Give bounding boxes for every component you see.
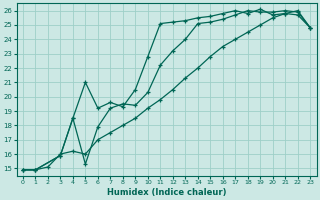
X-axis label: Humidex (Indice chaleur): Humidex (Indice chaleur) — [107, 188, 226, 197]
